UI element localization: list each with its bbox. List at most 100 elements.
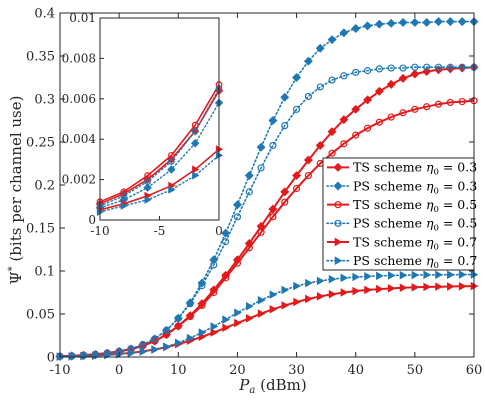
data-point — [292, 184, 301, 193]
data-point — [315, 140, 325, 150]
y-tick-label: 0.25 — [26, 136, 55, 151]
data-point — [447, 270, 455, 279]
data-point — [221, 228, 231, 238]
data-point — [281, 122, 289, 130]
data-point — [458, 97, 466, 106]
data-point — [435, 270, 443, 280]
data-point — [316, 292, 325, 301]
main-plot-series — [55, 17, 479, 361]
data-point — [340, 72, 348, 80]
data-point — [268, 204, 278, 214]
data-point — [352, 286, 361, 296]
data-point — [327, 127, 337, 137]
data-point — [186, 333, 195, 343]
legend-marker — [333, 181, 343, 191]
data-point — [363, 95, 373, 105]
data-point — [410, 17, 420, 27]
inset-data-point — [192, 165, 200, 174]
legend-entry-2: PS scheme η0 = 0.3 — [326, 178, 477, 196]
data-point — [327, 35, 337, 45]
legend-marker — [334, 219, 342, 227]
data-point — [328, 289, 337, 299]
data-point — [305, 278, 313, 288]
inset-data-point — [191, 127, 199, 135]
data-point — [304, 92, 312, 101]
y-tick-label: 0.05 — [26, 308, 55, 323]
data-point — [234, 308, 242, 317]
x-tick-label: 50 — [407, 363, 424, 378]
data-point — [280, 92, 290, 102]
data-point — [281, 198, 289, 206]
data-point — [434, 100, 443, 108]
data-point — [423, 270, 432, 280]
data-point — [399, 64, 407, 72]
data-point — [292, 73, 302, 82]
data-point — [435, 282, 443, 291]
data-point — [340, 140, 348, 148]
data-point — [222, 315, 231, 324]
data-point — [92, 351, 100, 360]
data-point — [256, 142, 266, 152]
data-point — [447, 282, 455, 291]
y-tick-label: 0.15 — [26, 222, 55, 237]
y-tick-label: 0.1 — [34, 265, 55, 280]
data-point — [422, 17, 432, 27]
data-point — [303, 155, 313, 165]
data-point — [434, 17, 443, 27]
data-point — [174, 314, 182, 322]
data-point — [163, 342, 171, 351]
data-point — [269, 141, 277, 150]
data-point — [434, 63, 443, 71]
series-4 — [56, 63, 478, 360]
legend-marker — [334, 201, 342, 209]
data-point — [245, 314, 254, 323]
data-point — [210, 261, 218, 269]
x-axis-label: Pa (dBm) — [238, 376, 306, 396]
data-point — [305, 294, 313, 304]
data-point — [328, 274, 337, 284]
data-point — [411, 63, 419, 71]
data-point — [245, 244, 253, 252]
data-point — [445, 17, 455, 27]
data-point — [257, 309, 266, 318]
data-point — [186, 312, 194, 321]
data-point — [364, 272, 372, 281]
data-point — [387, 271, 396, 280]
data-point — [351, 104, 361, 114]
inset-data-point — [144, 178, 152, 186]
data-point — [269, 213, 277, 221]
x-tick-label: -10 — [50, 363, 71, 378]
inset-y-tick-label: 0.004 — [62, 132, 97, 146]
data-point — [162, 326, 171, 334]
data-point — [222, 323, 231, 333]
data-point — [374, 86, 384, 96]
data-point — [386, 18, 396, 28]
inset-x-tick-label: 0 — [215, 224, 223, 238]
series-6 — [56, 270, 479, 361]
inset-data-point — [120, 192, 128, 200]
data-point — [268, 116, 278, 125]
legend-marker — [334, 237, 343, 247]
data-point — [174, 322, 182, 330]
inset-data-point — [167, 165, 176, 174]
data-point — [222, 274, 230, 282]
legend-entry-1: TS scheme η0 = 0.3 — [327, 160, 477, 178]
legend-label: PS scheme η0 = 0.3 — [353, 178, 477, 196]
data-point — [352, 272, 361, 282]
data-point — [328, 76, 336, 84]
data-point — [257, 228, 265, 236]
data-point — [198, 328, 207, 337]
legend-entry-6: PS scheme η0 = 0.7 — [326, 253, 477, 271]
data-point — [233, 259, 242, 267]
data-point — [245, 188, 253, 196]
data-point — [399, 270, 408, 280]
data-point — [375, 65, 383, 73]
data-point — [210, 322, 219, 331]
inset-series-line — [99, 84, 220, 203]
data-point — [198, 301, 206, 309]
inset-data-point — [168, 185, 176, 194]
data-point — [139, 347, 148, 356]
data-point — [281, 285, 290, 295]
data-point — [210, 328, 219, 337]
